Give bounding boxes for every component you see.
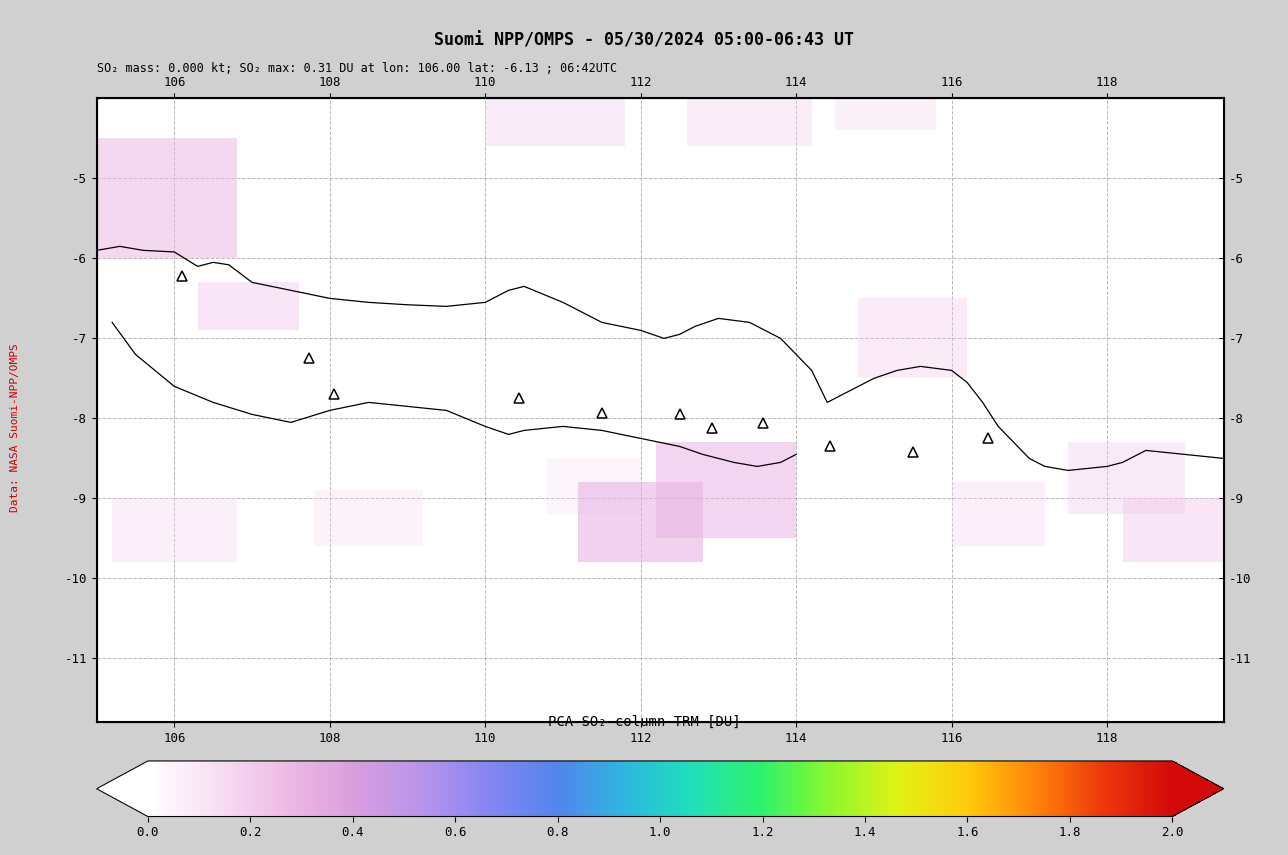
- PathPatch shape: [97, 761, 148, 817]
- Text: Data: NASA Suomi-NPP/OMPS: Data: NASA Suomi-NPP/OMPS: [10, 343, 21, 512]
- Bar: [547, 458, 640, 515]
- Bar: [197, 282, 299, 330]
- Bar: [112, 498, 237, 563]
- Bar: [688, 98, 811, 146]
- Bar: [314, 491, 422, 546]
- Bar: [578, 482, 703, 563]
- Bar: [656, 442, 796, 539]
- Text: PCA SO₂ column TRM [DU]: PCA SO₂ column TRM [DU]: [547, 715, 741, 728]
- Bar: [1123, 498, 1224, 563]
- Bar: [858, 298, 967, 379]
- Bar: [952, 482, 1045, 546]
- Bar: [97, 139, 237, 258]
- Bar: [1068, 442, 1185, 515]
- Text: Suomi NPP/OMPS - 05/30/2024 05:00-06:43 UT: Suomi NPP/OMPS - 05/30/2024 05:00-06:43 …: [434, 32, 854, 50]
- PathPatch shape: [1172, 761, 1224, 817]
- Bar: [486, 98, 625, 146]
- Bar: [835, 98, 936, 130]
- Text: SO₂ mass: 0.000 kt; SO₂ max: 0.31 DU at lon: 106.00 lat: -6.13 ; 06:42UTC: SO₂ mass: 0.000 kt; SO₂ max: 0.31 DU at …: [97, 62, 617, 74]
